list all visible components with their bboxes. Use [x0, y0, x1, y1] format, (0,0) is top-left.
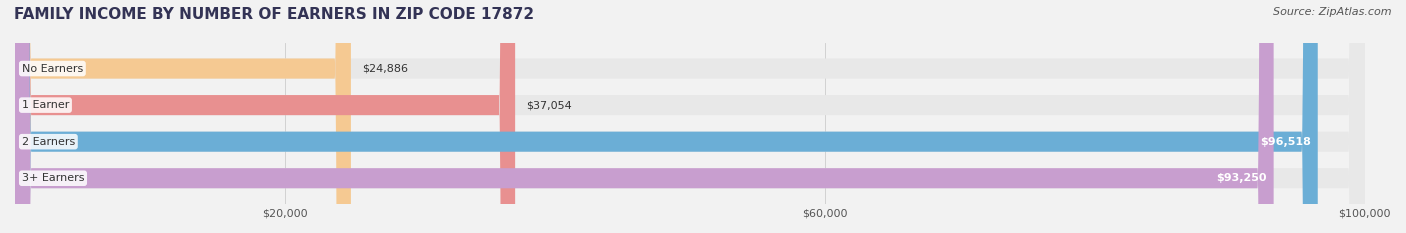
Text: 2 Earners: 2 Earners [21, 137, 75, 147]
Text: 1 Earner: 1 Earner [21, 100, 69, 110]
FancyBboxPatch shape [15, 0, 1365, 233]
Text: 3+ Earners: 3+ Earners [21, 173, 84, 183]
FancyBboxPatch shape [15, 0, 1365, 233]
Text: $96,518: $96,518 [1260, 137, 1310, 147]
FancyBboxPatch shape [15, 0, 352, 233]
Text: $24,886: $24,886 [361, 64, 408, 74]
FancyBboxPatch shape [15, 0, 1365, 233]
FancyBboxPatch shape [15, 0, 1365, 233]
Text: $37,054: $37,054 [526, 100, 572, 110]
FancyBboxPatch shape [15, 0, 1317, 233]
FancyBboxPatch shape [15, 0, 1274, 233]
Text: Source: ZipAtlas.com: Source: ZipAtlas.com [1274, 7, 1392, 17]
Text: $93,250: $93,250 [1216, 173, 1267, 183]
Text: No Earners: No Earners [21, 64, 83, 74]
FancyBboxPatch shape [15, 0, 515, 233]
Text: FAMILY INCOME BY NUMBER OF EARNERS IN ZIP CODE 17872: FAMILY INCOME BY NUMBER OF EARNERS IN ZI… [14, 7, 534, 22]
